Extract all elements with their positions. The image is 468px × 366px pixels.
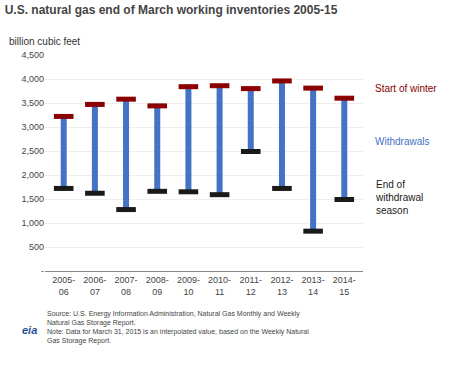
svg-text:eia: eia <box>22 324 37 336</box>
svg-text:4,500: 4,500 <box>21 50 44 60</box>
svg-text:2014-15: 2014-15 <box>333 275 356 297</box>
svg-text:2010-11: 2010-11 <box>208 275 231 297</box>
svg-text:Withdrawals: Withdrawals <box>375 136 429 147</box>
svg-text:2007-08: 2007-08 <box>115 275 138 297</box>
svg-text:End ofwithdrawalseason: End ofwithdrawalseason <box>375 179 423 216</box>
svg-text:3,000: 3,000 <box>21 122 44 132</box>
svg-text:2012-13: 2012-13 <box>270 275 293 297</box>
svg-text:2006-07: 2006-07 <box>83 275 106 297</box>
svg-text:2,000: 2,000 <box>21 170 44 180</box>
svg-text:2,500: 2,500 <box>21 146 44 156</box>
svg-text:500: 500 <box>29 242 44 252</box>
svg-text:2008-09: 2008-09 <box>146 275 169 297</box>
svg-text:2013-14: 2013-14 <box>302 275 325 297</box>
svg-text:1,000: 1,000 <box>21 218 44 228</box>
svg-text:Start of winter: Start of winter <box>375 83 437 94</box>
svg-text:Source: U.S. Energy Informatio: Source: U.S. Energy Information Administ… <box>47 310 309 345</box>
svg-text:U.S. natural gas end of March: U.S. natural gas end of March working in… <box>5 3 338 17</box>
svg-text:2009-10: 2009-10 <box>177 275 200 297</box>
svg-text:billion cubic feet: billion cubic feet <box>9 36 80 47</box>
svg-text:2005-06: 2005-06 <box>52 275 75 297</box>
svg-text:1,500: 1,500 <box>21 194 44 204</box>
svg-text:2011-12: 2011-12 <box>240 275 262 297</box>
svg-text:4,000: 4,000 <box>21 74 44 84</box>
svg-text:-: - <box>41 266 44 276</box>
svg-text:3,500: 3,500 <box>21 98 44 108</box>
